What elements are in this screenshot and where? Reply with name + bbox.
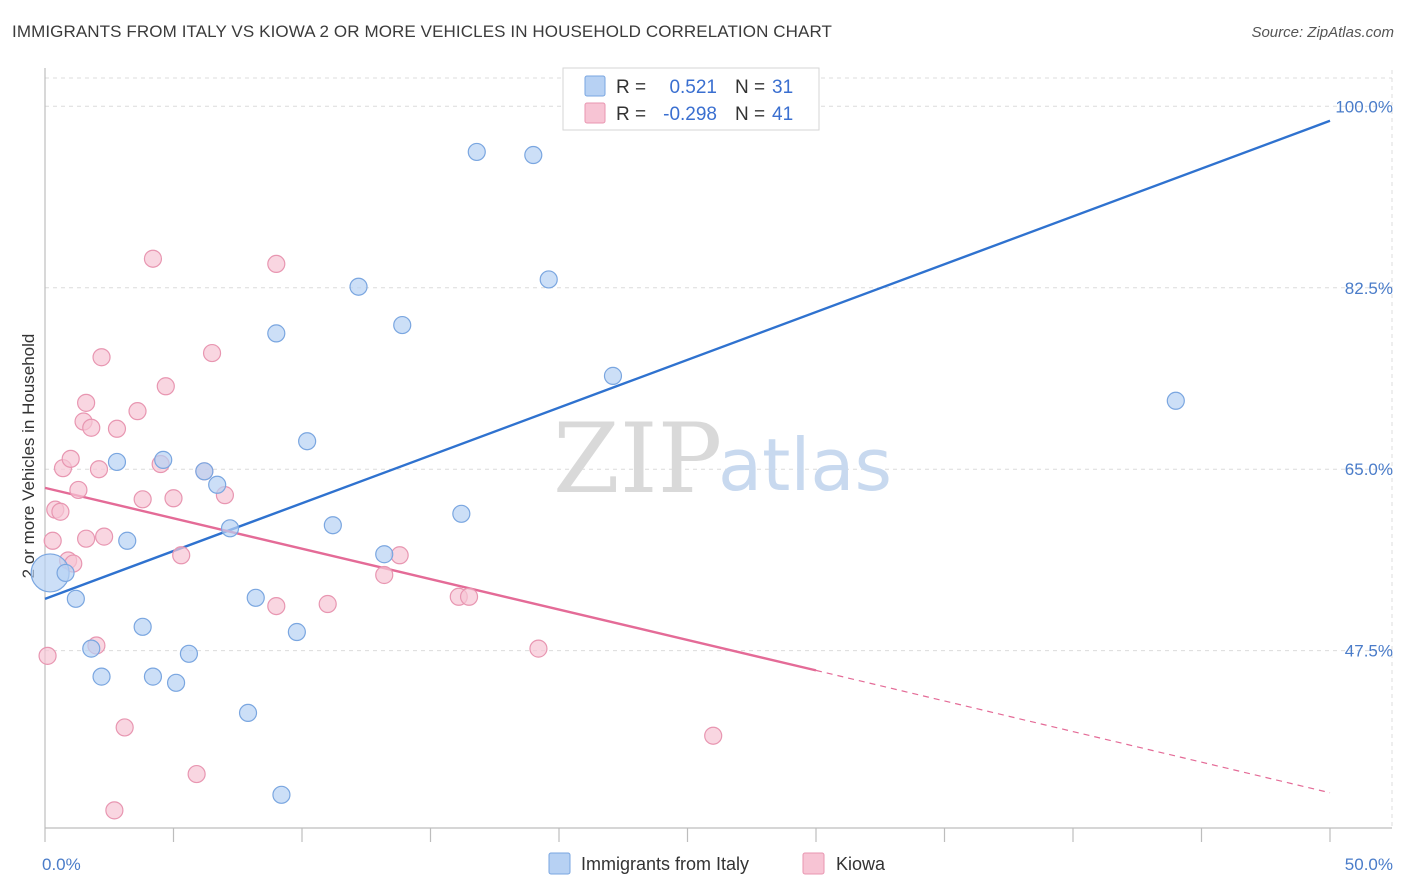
point-pink [69,480,88,500]
point-blue [539,270,558,289]
bottom-legend-italy: Immigrants from Italy [581,854,749,874]
point-pink [172,546,191,565]
trend-line-pink [44,486,817,672]
bottom-legend: Immigrants from Italy Kiowa [548,852,886,875]
point-pink [43,531,62,550]
point-blue [166,673,186,692]
point-pink [318,594,337,614]
italy-points [30,142,1185,804]
point-pink [704,726,723,745]
point-pink [187,764,206,784]
point-pink [107,419,127,438]
legend-r-label-italy: R = [616,77,646,98]
point-blue [524,145,543,165]
point-pink [529,639,548,658]
point-blue [323,516,342,535]
x-tick-labels: 0.0% 50.0% [42,855,1393,874]
legend-box [562,67,820,131]
point-pink [61,449,80,468]
legend-r-value-kiowa: -0.298 [663,104,717,125]
point-blue [195,462,214,481]
y-tick-label: 65.0% [1345,460,1393,479]
point-pink [267,254,286,274]
point-blue [238,703,258,723]
watermark-zip: ZIP [553,403,722,515]
point-blue [82,639,101,658]
legend-swatch-kiowa [584,102,606,124]
point-blue [179,644,199,663]
point-blue [267,324,286,343]
point-blue [133,617,152,636]
legend-swatch-italy [584,75,606,97]
legend-n-label-kiowa: N = [735,104,765,125]
kiowa-points [38,249,723,820]
y-tick-label: 47.5% [1345,642,1393,661]
axes [44,68,1392,842]
y-tick-label: 82.5% [1345,279,1393,298]
point-blue [56,563,75,583]
point-pink [164,489,183,508]
point-pink [267,596,286,616]
bottom-legend-swatch-kiowa [802,852,825,875]
source-label: Source: ZipAtlas.com [1251,24,1394,41]
point-pink [143,249,163,268]
point-blue [375,545,394,564]
point-pink [375,565,394,585]
point-blue [220,519,240,538]
legend-r-value-italy: 0.521 [669,77,717,98]
y-axis-label: 2 or more Vehicles in Household [19,334,38,579]
point-blue [452,504,471,523]
point-blue [603,366,623,385]
point-pink [38,646,57,665]
point-blue [287,622,306,642]
legend-n-value-italy: 31 [772,77,793,98]
point-pink [95,527,114,546]
point-pink [128,402,147,421]
x-tick-label-max: 50.0% [1345,855,1393,874]
point-pink [202,343,222,363]
trend-line-blue [44,119,1331,600]
point-pink [77,529,96,548]
point-pink [105,801,124,820]
point-blue [298,432,317,451]
point-pink [51,502,70,521]
chart-title: IMMIGRANTS FROM ITALY VS KIOWA 2 OR MORE… [12,22,833,41]
point-blue [208,475,227,494]
point-blue [467,142,486,162]
point-blue [92,667,111,686]
point-pink [92,348,111,367]
legend-n-label-italy: N = [735,77,765,98]
point-pink [115,718,134,737]
legend-r-label-kiowa: R = [616,104,646,125]
bottom-legend-kiowa: Kiowa [836,854,886,874]
y-tick-label: 100.0% [1335,97,1393,116]
point-blue [349,277,368,296]
watermark: ZIP atlas [553,403,892,515]
point-pink [133,490,152,509]
point-pink [390,546,409,565]
point-blue [66,589,85,608]
x-tick-label-min: 0.0% [42,855,81,874]
y-tick-labels: 47.5% 65.0% 82.5% 100.0% [1335,97,1393,660]
point-blue [107,452,127,472]
legend-n-value-kiowa: 41 [772,104,793,125]
legend: R = 0.521 N = 31 R = -0.298 N = 41 [562,67,820,131]
point-blue [246,588,265,607]
point-blue [393,315,412,335]
point-blue [118,531,137,550]
point-pink [156,377,175,396]
point-blue [154,450,173,469]
point-blue [1166,391,1185,410]
point-blue [143,667,163,686]
point-pink [459,587,479,606]
point-blue [272,785,291,804]
trend-line-dashed-pink [815,669,1331,794]
bottom-legend-swatch-italy [548,852,571,875]
point-pink [82,418,101,437]
watermark-atlas: atlas [718,423,892,507]
point-pink [89,460,109,479]
trend-lines [44,119,1331,794]
point-pink [77,393,96,412]
